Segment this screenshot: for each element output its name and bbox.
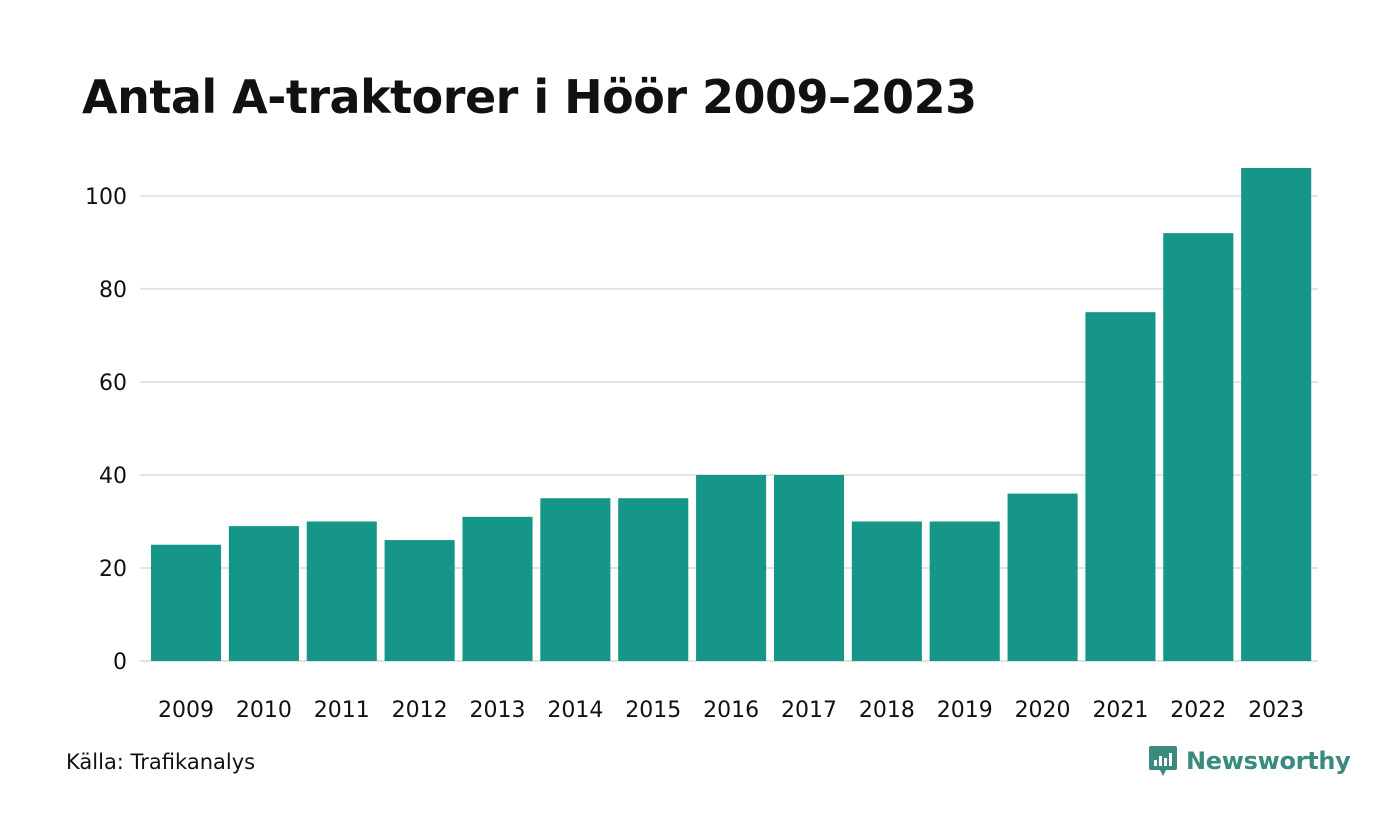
x-tick-label: 2015: [625, 698, 681, 723]
bar-2009: [151, 544, 222, 661]
y-tick-label: 80: [99, 278, 127, 303]
x-axis-ticks: 2009 2010 2011 2012 2013 2014 2015 2016 2017 2018…: [158, 698, 1304, 723]
bar-2018: [851, 521, 922, 661]
x-tick-label: 2017: [781, 698, 837, 723]
bar-2011: [306, 521, 377, 661]
x-tick-label: 2012: [392, 698, 448, 723]
newsworthy-icon: [1149, 746, 1177, 776]
chart-title: Antal A-traktorer i Höör 2009–2023: [82, 70, 977, 124]
bar-2016: [696, 474, 767, 661]
x-tick-label: 2016: [703, 698, 759, 723]
x-tick-label: 2023: [1248, 698, 1304, 723]
y-tick-label: 20: [99, 557, 127, 582]
y-tick-label: 40: [99, 464, 127, 489]
x-tick-label: 2014: [547, 698, 603, 723]
x-tick-label: 2022: [1170, 698, 1226, 723]
bar-2021: [1085, 312, 1156, 661]
brand-name: Newsworthy: [1186, 747, 1351, 775]
y-tick-label: 0: [113, 650, 127, 675]
x-tick-label: 2019: [937, 698, 993, 723]
y-tick-label: 60: [99, 371, 127, 396]
bar-2022: [1163, 233, 1234, 661]
bar-2014: [540, 498, 611, 661]
x-tick-label: 2010: [236, 698, 292, 723]
x-tick-label: 2013: [470, 698, 526, 723]
x-tick-label: 2020: [1015, 698, 1071, 723]
bars: [151, 168, 1312, 661]
bar-2020: [1007, 493, 1078, 661]
bar-2015: [618, 498, 689, 661]
bar-2013: [462, 516, 533, 661]
bar-2010: [228, 526, 299, 661]
y-axis-ticks: 0 20 40 60 80 100: [85, 185, 127, 675]
source-note: Källa: Trafikanalys: [66, 750, 256, 774]
bar-2023: [1241, 168, 1312, 661]
x-tick-label: 2021: [1092, 698, 1148, 723]
bar-chart: 0 20 40 60 80 100 2009 2010 2011 2012 2013 2014 201…: [85, 168, 1318, 723]
y-tick-label: 100: [85, 185, 127, 210]
x-tick-label: 2018: [859, 698, 915, 723]
bar-2012: [384, 540, 455, 661]
bar-2019: [929, 521, 1000, 661]
bar-2017: [773, 474, 845, 661]
brand-logo: Newsworthy: [1148, 744, 1351, 778]
x-tick-label: 2011: [314, 698, 370, 723]
x-tick-label: 2009: [158, 698, 214, 723]
